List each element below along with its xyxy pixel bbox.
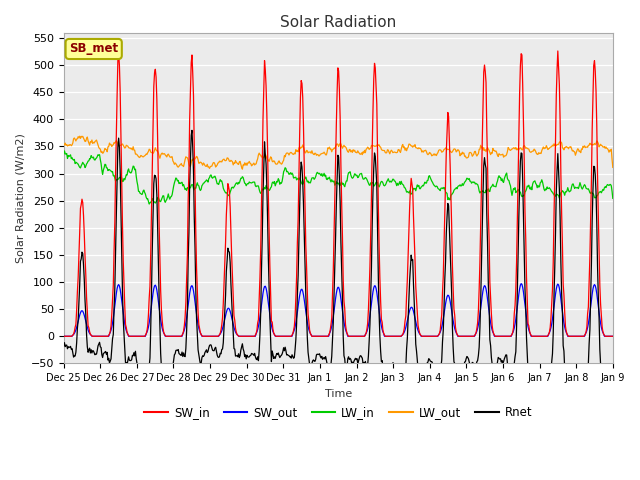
LW_out [239, 166, 246, 172]
Line: LW_in: LW_in [63, 151, 613, 204]
Rnet [70, 354, 77, 360]
LW_in [422, 180, 430, 186]
Line: SW_out: SW_out [63, 284, 613, 336]
SW_in [405, 226, 413, 231]
Rnet [422, 365, 430, 371]
LW_in [609, 195, 617, 201]
Rnet [60, 343, 67, 348]
LW_out [422, 149, 430, 155]
Text: SB_met: SB_met [69, 43, 118, 56]
SW_out [70, 332, 77, 337]
SW_out [126, 334, 134, 339]
LW_out [70, 136, 77, 142]
SW_out [421, 334, 429, 339]
SW_in [182, 300, 189, 306]
SW_in [60, 334, 67, 339]
SW_in [70, 331, 77, 337]
SW_out [405, 311, 413, 316]
X-axis label: Time: Time [324, 389, 352, 399]
Rnet [183, 328, 191, 334]
Y-axis label: Solar Radiation (W/m2): Solar Radiation (W/m2) [15, 133, 25, 263]
LW_in [145, 201, 153, 207]
Line: Rnet: Rnet [63, 131, 613, 384]
SW_out [609, 334, 617, 339]
LW_out [127, 146, 134, 152]
LW_out [212, 164, 220, 170]
SW_in [609, 334, 617, 339]
Title: Solar Radiation: Solar Radiation [280, 15, 396, 30]
Rnet [126, 358, 134, 363]
SW_out [517, 281, 525, 287]
SW_in [421, 334, 429, 339]
Line: LW_out: LW_out [63, 136, 613, 169]
SW_out [182, 320, 189, 325]
Line: SW_in: SW_in [63, 51, 613, 336]
Rnet [188, 128, 196, 133]
Rnet [212, 348, 220, 354]
LW_in [184, 185, 191, 191]
LW_out [183, 155, 191, 160]
LW_in [60, 152, 67, 157]
SW_in [554, 48, 562, 54]
Legend: SW_in, SW_out, LW_in, LW_out, Rnet: SW_in, SW_out, LW_in, LW_out, Rnet [140, 401, 537, 424]
SW_out [60, 334, 67, 339]
SW_in [211, 334, 219, 339]
SW_in [126, 334, 134, 339]
SW_out [211, 334, 219, 339]
LW_out [76, 133, 84, 139]
Rnet [406, 264, 414, 270]
Rnet [161, 381, 168, 386]
LW_in [212, 178, 220, 184]
LW_in [61, 148, 68, 154]
Rnet [609, 364, 617, 370]
LW_in [70, 156, 78, 162]
LW_in [127, 170, 134, 176]
LW_in [406, 192, 414, 197]
LW_out [60, 143, 67, 148]
LW_out [609, 165, 617, 170]
LW_out [406, 142, 414, 148]
